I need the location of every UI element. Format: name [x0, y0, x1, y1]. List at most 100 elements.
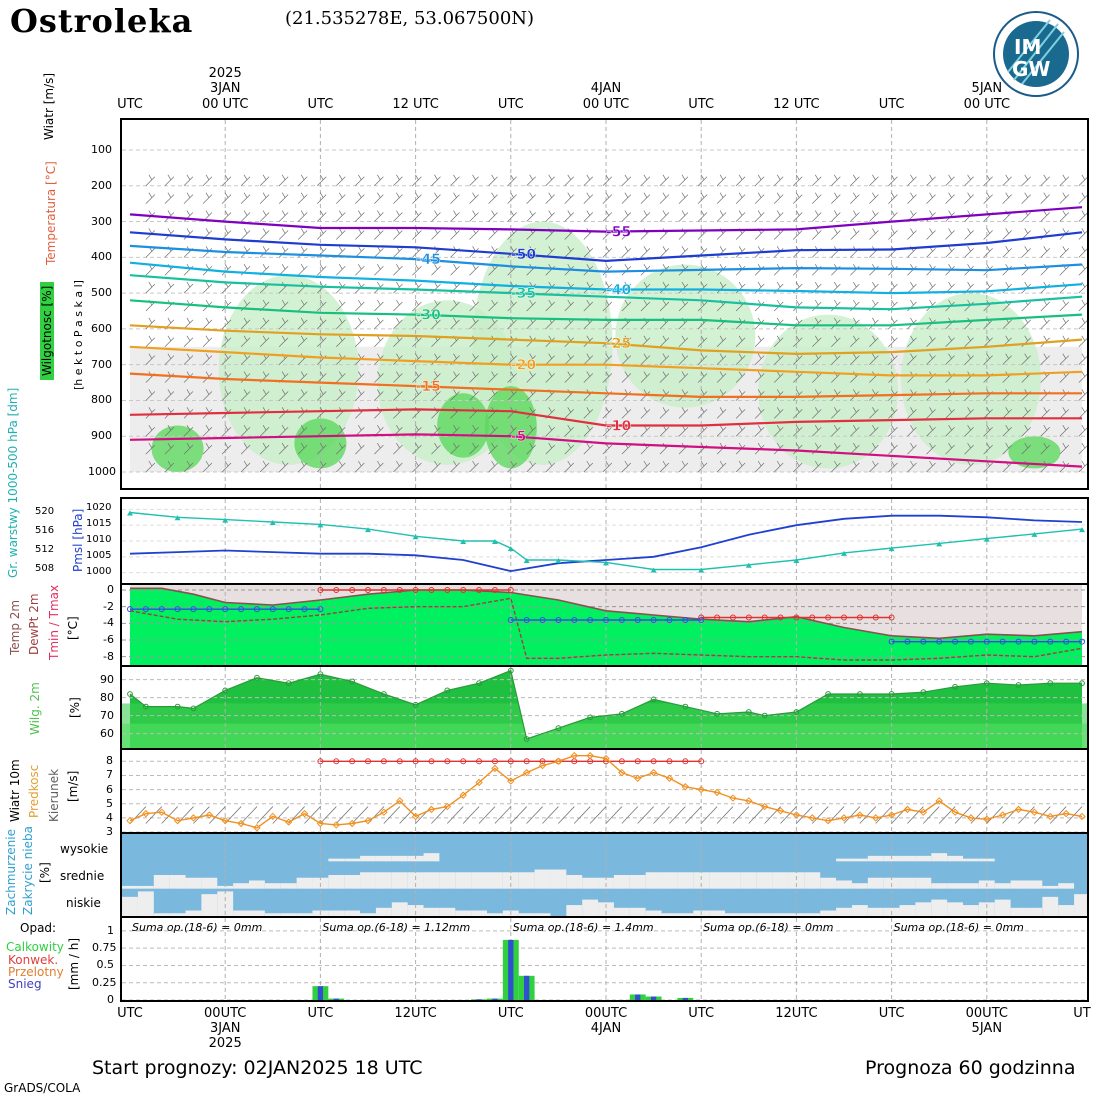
isotherm-label: -25 [606, 336, 631, 352]
wind-barb [374, 246, 384, 258]
wind-barb [488, 460, 498, 473]
cloud-mid-bar [1058, 883, 1075, 889]
cloud-mid-bar [391, 872, 408, 889]
wind-barb [164, 389, 175, 401]
cloud-low-bar [899, 905, 916, 916]
wind-barb [792, 174, 803, 187]
wind-barb [1059, 210, 1070, 222]
wind-dir-barb [938, 806, 956, 824]
temp2m-label: Temp 2m [8, 599, 22, 655]
wind-barb [812, 460, 822, 473]
wind-speed-point [237, 819, 245, 828]
wind-barb [888, 442, 898, 455]
wind-barb [754, 174, 765, 187]
wind-barb [316, 210, 327, 222]
wind-barb [469, 192, 479, 204]
wind-barb [278, 246, 289, 258]
wind-speed-point [554, 757, 563, 766]
wind-dir-barb [637, 806, 654, 824]
wind-barb [754, 353, 765, 365]
cloud-mid-bar [502, 872, 519, 889]
wind-barb [907, 299, 917, 312]
wind-barb [678, 335, 689, 348]
precip-tick: 1 [107, 923, 114, 937]
tmax-point [428, 587, 435, 593]
wind-barb [831, 353, 841, 365]
bottom-time-label: UTC [117, 1006, 143, 1021]
wind-barb [469, 460, 479, 473]
cloud-low-bar [169, 913, 186, 916]
wind-speed-point [856, 811, 864, 819]
wind-barb [831, 174, 841, 187]
cloud-low-bar [423, 907, 440, 916]
wind-barb [926, 442, 936, 455]
wind-barb [792, 246, 803, 258]
wind-barb [240, 460, 251, 473]
logo-emblem: IM GW [993, 11, 1079, 97]
wind-barb [1059, 246, 1070, 258]
wind-barb [716, 246, 727, 258]
wind-barb [773, 425, 784, 437]
wind-barb [431, 264, 441, 276]
wind-barb [659, 371, 670, 383]
wind-speed-point [697, 785, 705, 794]
thickness-point [698, 567, 705, 573]
wind-barb [316, 460, 327, 473]
wind-barb [888, 174, 898, 187]
wind-barb [145, 281, 156, 294]
wind-barb [316, 442, 327, 455]
bottom-time-label: UTC [307, 1006, 334, 1021]
cloud-mid-bar [280, 883, 297, 889]
wind-barb [564, 264, 574, 276]
wind-speed-point [396, 797, 404, 805]
cloud-mid-bar [836, 880, 852, 889]
precip-total-legend: Calkowity [6, 940, 64, 954]
wind-barb [278, 335, 289, 348]
gust-point [349, 758, 356, 765]
wind-speed-point [1062, 809, 1070, 818]
thickness-point [1079, 527, 1085, 533]
temp-tick: -8 [103, 649, 114, 663]
wind-barb [812, 299, 822, 312]
wind-barb [507, 425, 517, 437]
wind-barb [716, 407, 727, 419]
wind-barb [183, 281, 194, 294]
isotherm-label: -5 [511, 429, 527, 445]
wind-barb [926, 460, 936, 473]
cloud-mid-bar [185, 877, 202, 889]
tmax-point [491, 587, 498, 593]
wind-speed-point [729, 794, 737, 802]
wind-barb [1059, 353, 1070, 365]
wind-tick: 6 [106, 782, 113, 796]
thickness-point [888, 546, 895, 552]
wind-barb [1002, 228, 1012, 240]
wind-barb [1002, 281, 1012, 294]
wind-barb [316, 264, 327, 276]
tmax-point [333, 587, 340, 593]
wind-barb [812, 192, 822, 204]
bottom-time-label: 00UTC [965, 1006, 1008, 1021]
wind-speed-point [951, 808, 959, 816]
wind-barb [393, 192, 403, 204]
wind-speed-point [998, 811, 1007, 819]
precip-snow-bar [650, 996, 657, 1000]
wind-barb [355, 442, 365, 455]
humidity-band [122, 723, 1087, 748]
wind-barb [773, 192, 784, 204]
wind-barb [1021, 264, 1031, 276]
temp-tick: -6 [103, 633, 114, 646]
wind-barb [888, 192, 898, 204]
wind-barb [1040, 246, 1050, 258]
top-date-label: 4JAN [590, 81, 622, 96]
wind-barb [716, 192, 727, 204]
bottom-time-label: UTC [878, 1006, 905, 1021]
pressure-panel [120, 497, 1089, 585]
wind-barb [697, 407, 708, 419]
wind-barb [202, 460, 213, 473]
cloud-mid-bar [661, 872, 678, 889]
wind-barb [278, 317, 289, 330]
wind-barb [1021, 246, 1031, 258]
tmax-point [872, 614, 879, 621]
wind-barb [145, 442, 156, 455]
cloud-mid-bar [344, 875, 361, 889]
